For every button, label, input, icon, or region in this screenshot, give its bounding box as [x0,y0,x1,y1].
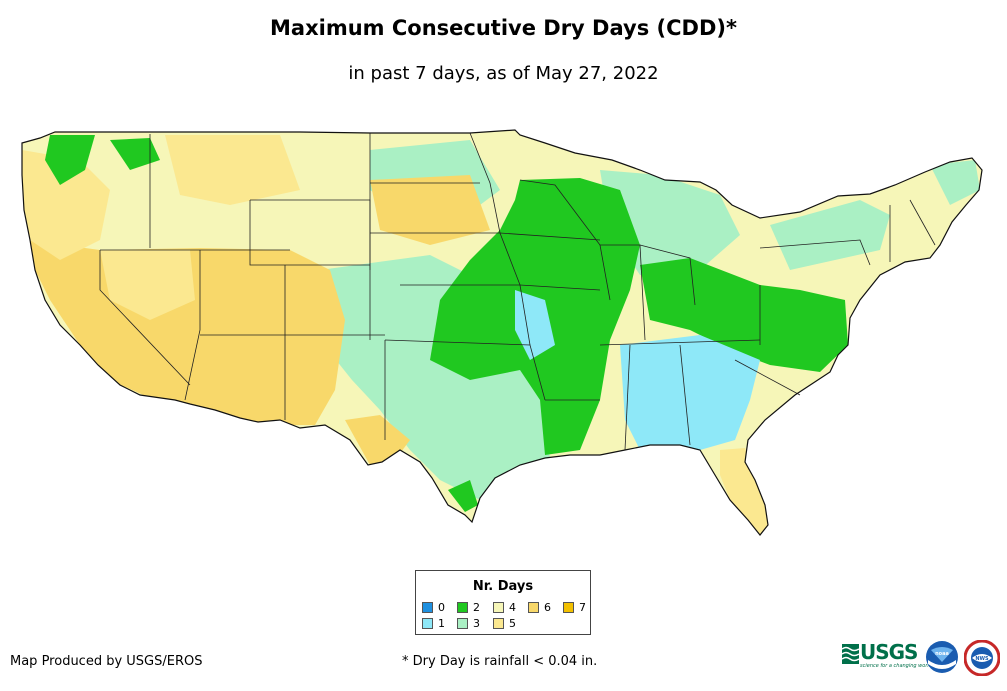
map-credit: Map Produced by USGS/EROS [10,654,203,669]
map-subtitle: in past 7 days, as of May 27, 2022 [348,63,659,84]
region-5-days-montana [165,135,300,205]
dry-day-footnote: * Dry Day is rainfall < 0.04 in. [402,654,598,669]
region-5-days-great-basin [100,250,195,320]
legend-item-1: 1 [422,618,445,630]
nws-logo-text: NWS [975,656,989,662]
legend-item-4: 4 [493,602,516,614]
us-map-fill [22,130,982,535]
legend-item-0: 0 [422,602,445,614]
legend: Nr. Days 0 1 2 3 4 5 6 7 [415,570,591,635]
region-5-days-west-coast [22,150,110,260]
usgs-logo-text: USGS [860,640,918,664]
legend-label: 3 [473,617,480,630]
legend-item-6: 6 [528,602,551,614]
region-1-day-southeast [620,335,760,450]
region-5-days-florida [720,448,768,535]
noaa-logo-icon: noaa [926,641,958,673]
legend-label: 4 [509,601,516,614]
region-2-days-ohio-valley [640,258,848,372]
region-6-days-central-north [370,175,490,245]
state-boundaries [99,132,936,451]
nws-logo-icon: NWS [964,640,1000,676]
legend-item-5: 5 [493,618,516,630]
map-title: Maximum Consecutive Dry Days (CDD)* [270,16,737,40]
legend-swatch-3 [457,618,468,629]
legend-swatch-6 [528,602,539,613]
noaa-logo-text: noaa [935,651,949,657]
legend-item-2: 2 [457,602,480,614]
region-2-days-texas-coast [448,480,478,512]
usgs-wave-icon [842,644,859,664]
region-6-days-southwest [25,240,345,425]
legend-label: 2 [473,601,480,614]
region-6-days-texas-south [345,415,410,465]
legend-swatch-2 [457,602,468,613]
legend-label: 6 [544,601,551,614]
region-3-days-northeast [930,160,980,205]
legend-label: 5 [509,617,516,630]
legend-label: 0 [438,601,445,614]
legend-item-3: 3 [457,618,480,630]
legend-swatch-7 [563,602,574,613]
legend-swatch-1 [422,618,433,629]
legend-item-7: 7 [563,602,586,614]
legend-label: 1 [438,617,445,630]
legend-swatch-0 [422,602,433,613]
region-2-days-northwest [45,135,95,185]
usgs-tagline: science for a changing world [860,663,932,669]
region-2-days-idaho [110,138,160,170]
agency-logos: USGS science for a changing world noaa N… [842,638,1002,678]
region-1-day-ozark [515,290,555,360]
region-3-days-mid-atlantic [770,200,890,270]
legend-swatch-5 [493,618,504,629]
legend-swatch-4 [493,602,504,613]
legend-label: 7 [579,601,586,614]
legend-title: Nr. Days [472,579,534,594]
